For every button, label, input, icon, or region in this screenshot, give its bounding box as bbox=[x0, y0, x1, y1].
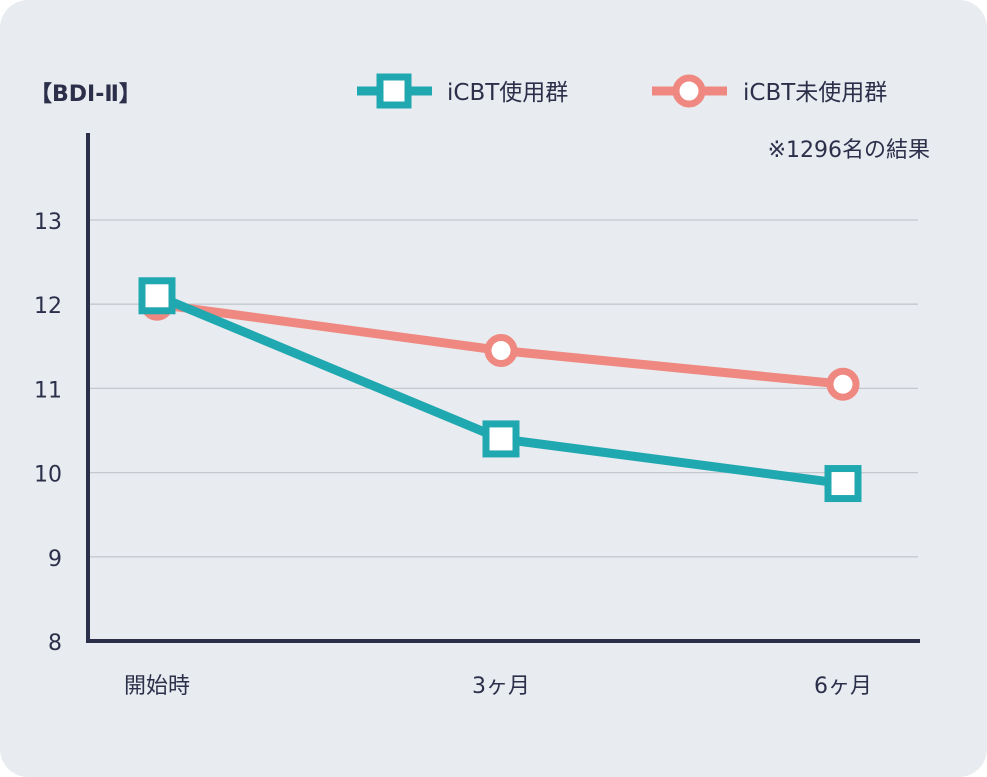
grid-lines bbox=[88, 219, 918, 558]
y-tick-label-8: 8 bbox=[48, 631, 62, 656]
y-tick-label-12: 12 bbox=[34, 294, 62, 319]
x-tick-label-2: 6ヶ月 bbox=[814, 674, 872, 699]
y-axis-label: 【BDI-Ⅱ】 bbox=[30, 82, 141, 107]
point-s0-0 bbox=[138, 277, 176, 315]
y-tick-label-10: 10 bbox=[34, 463, 62, 488]
point-s1-1 bbox=[484, 334, 518, 368]
y-tick-label-11: 11 bbox=[34, 378, 62, 403]
point-s0-1 bbox=[482, 420, 520, 458]
axes bbox=[86, 133, 920, 643]
y-tick-label-13: 13 bbox=[34, 210, 62, 235]
series-lines bbox=[138, 277, 862, 503]
legend-item-icbt-used: iCBT使用群 bbox=[357, 73, 568, 109]
x-tick-label-1: 3ヶ月 bbox=[472, 674, 530, 699]
x-tick-labels: 開始時 3ヶ月 6ヶ月 bbox=[124, 674, 872, 699]
sample-size-note: ※1296名の結果 bbox=[768, 138, 930, 163]
point-s1-2 bbox=[826, 367, 860, 401]
y-tick-labels: 8 9 10 11 12 13 bbox=[34, 210, 62, 656]
legend-label-icbt-used: iCBT使用群 bbox=[447, 80, 568, 106]
legend: iCBT使用群 iCBT未使用群 bbox=[357, 73, 887, 109]
y-tick-label-9: 9 bbox=[48, 547, 62, 572]
legend-item-icbt-unused: iCBT未使用群 bbox=[652, 74, 887, 108]
legend-label-icbt-unused: iCBT未使用群 bbox=[743, 80, 887, 106]
legend-square-marker-icon bbox=[376, 73, 412, 109]
x-tick-label-0: 開始時 bbox=[124, 674, 190, 699]
legend-circle-marker-icon bbox=[672, 74, 706, 108]
point-s0-2 bbox=[824, 465, 862, 503]
